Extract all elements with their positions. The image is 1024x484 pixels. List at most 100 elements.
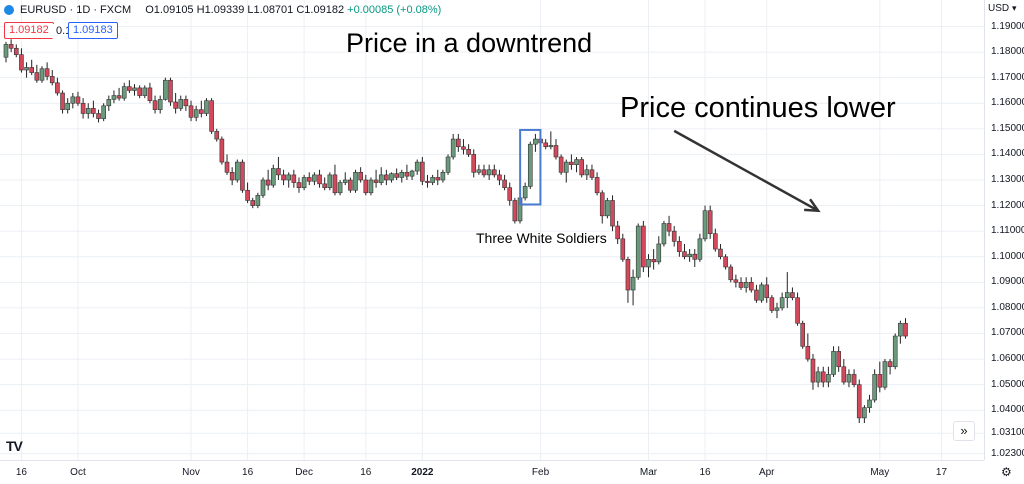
candle-body xyxy=(867,399,872,408)
gear-icon[interactable]: ⚙ xyxy=(1001,465,1012,479)
candle-body xyxy=(605,200,610,217)
candle-up xyxy=(445,154,451,175)
candle-down xyxy=(723,254,728,270)
price-tick-label: 1.06000 xyxy=(991,353,1024,365)
candle-body xyxy=(255,195,261,206)
candle-down xyxy=(127,80,132,94)
candle-body xyxy=(368,179,374,194)
time-tick-label: 16 xyxy=(242,467,254,478)
price-chart[interactable] xyxy=(0,0,984,460)
candle-body xyxy=(265,179,271,186)
candle-down xyxy=(856,379,862,424)
candle-down xyxy=(497,169,502,186)
price-tick-label: 1.11000 xyxy=(991,225,1024,237)
candle-up xyxy=(106,95,112,111)
symbol-name[interactable]: EURUSD · 1D · FXCM xyxy=(20,4,132,16)
candle-up xyxy=(368,177,374,196)
candle-down xyxy=(322,177,327,191)
candle-up xyxy=(389,172,394,183)
candle-body xyxy=(656,243,662,263)
candle-down xyxy=(651,249,656,270)
candle-body xyxy=(373,179,379,183)
candle-up xyxy=(872,369,877,403)
candle-up xyxy=(65,98,70,114)
candle-body xyxy=(65,102,70,110)
candle-body xyxy=(748,282,754,291)
price-tick-label: 1.17000 xyxy=(991,71,1024,83)
candle-body xyxy=(152,100,158,110)
candle-body xyxy=(697,238,703,260)
candle-up xyxy=(522,182,528,201)
candle-body xyxy=(687,253,692,258)
candle-down xyxy=(620,233,626,262)
candle-body xyxy=(301,177,307,188)
chart-area[interactable] xyxy=(0,0,984,460)
candle-body xyxy=(620,238,626,260)
candle-up xyxy=(430,174,435,186)
candle-body xyxy=(610,200,615,227)
candle-body xyxy=(887,361,893,368)
candle-down xyxy=(219,136,225,165)
currency-label[interactable]: USD xyxy=(988,3,1010,14)
candle-body xyxy=(594,177,600,194)
candle-down xyxy=(348,177,353,193)
candle-body xyxy=(414,161,420,172)
candle-body xyxy=(826,374,831,383)
candle-body xyxy=(841,366,847,383)
candle-body xyxy=(738,282,744,288)
price-tick-label: 1.02300 xyxy=(991,447,1024,459)
ohlc-values: O1.09105 H1.09339 L1.08701 C1.09182 +0.0… xyxy=(145,4,441,16)
candle-down xyxy=(456,133,461,152)
price-tick-label: 1.08000 xyxy=(991,301,1024,313)
candle-body xyxy=(820,371,826,383)
candle-down xyxy=(306,172,312,186)
candle-body xyxy=(666,223,672,232)
candle-down xyxy=(692,249,698,267)
candle-body xyxy=(635,225,641,278)
candle-body xyxy=(168,79,173,103)
candle-down xyxy=(229,167,235,186)
candle-body xyxy=(435,177,441,181)
candle-down xyxy=(805,333,811,362)
price-tick-label: 1.19000 xyxy=(991,20,1024,32)
candle-up xyxy=(646,254,651,278)
candle-down xyxy=(589,164,595,180)
candle-body xyxy=(101,105,106,119)
sell-button[interactable]: 1.09182 xyxy=(4,22,54,39)
candle-body xyxy=(327,174,333,188)
candle-down xyxy=(49,70,55,86)
candle-body xyxy=(723,256,728,268)
candle-body xyxy=(39,68,45,81)
candle-down xyxy=(8,39,14,53)
candle-down xyxy=(373,169,379,188)
candle-down xyxy=(60,90,65,114)
candle-body xyxy=(456,138,461,148)
candle-body xyxy=(646,259,651,268)
candle-body xyxy=(430,177,435,183)
candle-body xyxy=(461,146,466,150)
candle-body xyxy=(800,322,806,347)
candle-down xyxy=(502,174,507,191)
candle-body xyxy=(322,183,327,188)
buy-button[interactable]: 1.09183 xyxy=(68,22,118,39)
candle-down xyxy=(173,93,178,114)
pattern-annotation: Three White Soldiers xyxy=(476,230,607,246)
time-tick-label: Apr xyxy=(758,467,775,478)
candle-body xyxy=(55,82,60,94)
candle-down xyxy=(209,98,214,134)
chevron-down-icon[interactable]: ▾ xyxy=(1012,3,1017,13)
candle-down xyxy=(594,172,600,196)
candle-body xyxy=(491,169,497,176)
candle-body xyxy=(846,374,852,383)
candle-down xyxy=(276,156,281,180)
price-tick-label: 1.09000 xyxy=(991,276,1024,288)
candle-down xyxy=(55,77,60,96)
price-axis[interactable]: 1.19000 1.18000 1.17000 1.16000 1.15000 1.140… xyxy=(984,0,1024,460)
candles xyxy=(3,39,908,424)
candle-up xyxy=(527,141,533,189)
scroll-to-latest-icon[interactable]: » xyxy=(953,421,975,441)
candle-body xyxy=(733,279,739,283)
time-axis[interactable]: 16 Oct Nov 16 Dec 16 2022 Feb Mar 16 Apr May 17 xyxy=(0,460,984,484)
price-tick-label: 1.14000 xyxy=(991,148,1024,160)
candle-up xyxy=(204,98,209,117)
